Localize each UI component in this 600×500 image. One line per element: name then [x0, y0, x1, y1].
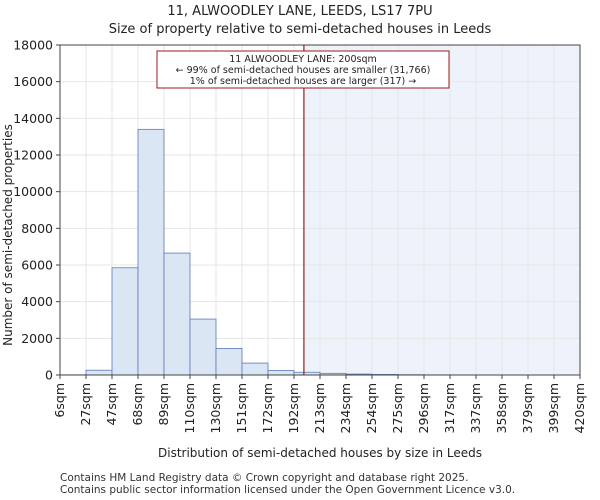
x-tick-label: 337sqm	[468, 383, 483, 433]
x-tick-label: 379sqm	[520, 383, 535, 433]
x-axis-label: Distribution of semi-detached houses by …	[158, 446, 482, 460]
annotation-line-2: ← 99% of semi-detached houses are smalle…	[176, 65, 431, 76]
x-tick-label: 110sqm	[182, 383, 197, 433]
bar-27sqm	[85, 369, 113, 376]
y-tick-label: 0	[45, 368, 53, 383]
y-tick-label: 16000	[13, 74, 53, 89]
x-tick-label: 151sqm	[234, 383, 249, 433]
x-tick-label: 317sqm	[442, 383, 457, 433]
x-tick-label: 399sqm	[546, 383, 561, 433]
x-tick-label: 254sqm	[364, 383, 379, 433]
bar-151sqm	[241, 362, 269, 376]
x-tick-label: 420sqm	[572, 383, 587, 433]
bar-68sqm	[137, 128, 165, 376]
y-tick-label: 2000	[21, 331, 53, 346]
y-tick-label: 4000	[21, 294, 53, 309]
y-tick-label: 12000	[13, 148, 53, 163]
bar-47sqm	[111, 267, 139, 376]
x-tick-label: 47sqm	[104, 383, 119, 426]
bar-130sqm	[215, 348, 243, 376]
x-tick-label: 358sqm	[494, 383, 509, 433]
bar-89sqm	[163, 252, 191, 376]
y-tick-label: 18000	[13, 38, 53, 53]
chart-subtitle: Size of property relative to semi-detach…	[108, 22, 492, 37]
x-tick-label: 192sqm	[286, 383, 301, 433]
x-tick-label: 89sqm	[156, 383, 171, 426]
x-tick-label: 130sqm	[208, 383, 223, 433]
chart-title: 11, ALWOODLEY LANE, LEEDS, LS17 7PU	[167, 4, 433, 19]
bar-110sqm	[189, 318, 217, 376]
x-tick-label: 275sqm	[390, 383, 405, 433]
x-tick-label: 172sqm	[260, 383, 275, 433]
annotation-line-3: 1% of semi-detached houses are larger (3…	[190, 76, 417, 87]
x-tick-label: 213sqm	[312, 383, 327, 433]
footer-licence: Contains public sector information licen…	[60, 484, 516, 496]
x-tick-label: 27sqm	[78, 383, 93, 426]
y-axis-label: Number of semi-detached properties	[1, 124, 15, 346]
x-tick-label: 68sqm	[130, 383, 145, 426]
annotation-box	[156, 50, 450, 89]
footer-copyright: Contains HM Land Registry data © Crown c…	[60, 472, 469, 484]
x-tick-label: 234sqm	[338, 383, 353, 433]
annotation-line-1: 11 ALWOODLEY LANE: 200sqm	[229, 54, 377, 65]
x-tick-label: 296sqm	[416, 383, 431, 433]
larger-region-shade	[303, 45, 580, 375]
bar-172sqm	[267, 370, 295, 376]
x-tick-label: 6sqm	[52, 383, 67, 418]
y-tick-label: 8000	[21, 221, 53, 236]
y-tick-label: 14000	[13, 111, 53, 126]
y-tick-label: 6000	[21, 258, 53, 273]
y-tick-label: 10000	[13, 184, 53, 199]
